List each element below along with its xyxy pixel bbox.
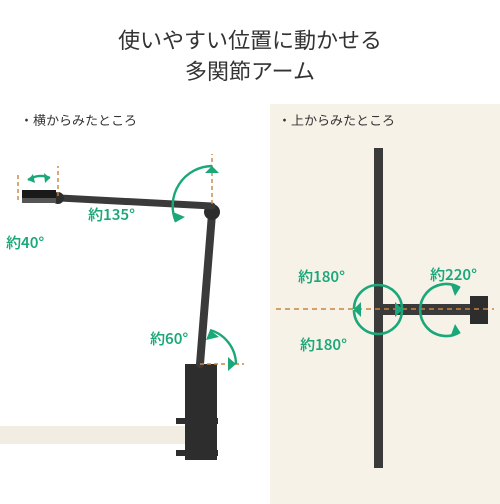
page-title: 使いやすい位置に動かせる 多関節アーム [0,0,500,104]
label-180-upper: 約180° [298,266,345,287]
title-line-1: 使いやすい位置に動かせる [118,23,382,55]
desk-surface [0,426,215,444]
title-line-2: 多関節アーム [185,54,315,86]
top-view-panel: ・上からみたところ 約180° 約180° 約220° [270,104,500,504]
content-row: ・横からみたところ [0,104,500,504]
side-view-diagram [0,104,270,504]
side-view-panel: ・横からみたところ [0,104,270,504]
clamp-plate-bottom [176,450,218,456]
lamp-head [22,190,56,198]
upper-arm [60,198,212,206]
arc-40-arrow-r [44,173,50,183]
clamp-base [185,364,217,460]
top-base [470,296,488,324]
lower-arm [200,214,212,364]
top-view-diagram [270,104,500,504]
label-220: 約220° [430,264,477,285]
clamp-plate-top [176,418,218,424]
lamp-head-under [22,198,56,203]
label-60: 約60° [150,328,188,349]
label-180-lower: 約180° [300,334,347,355]
label-40: 約40° [6,232,44,253]
label-135: 約135° [88,204,135,225]
